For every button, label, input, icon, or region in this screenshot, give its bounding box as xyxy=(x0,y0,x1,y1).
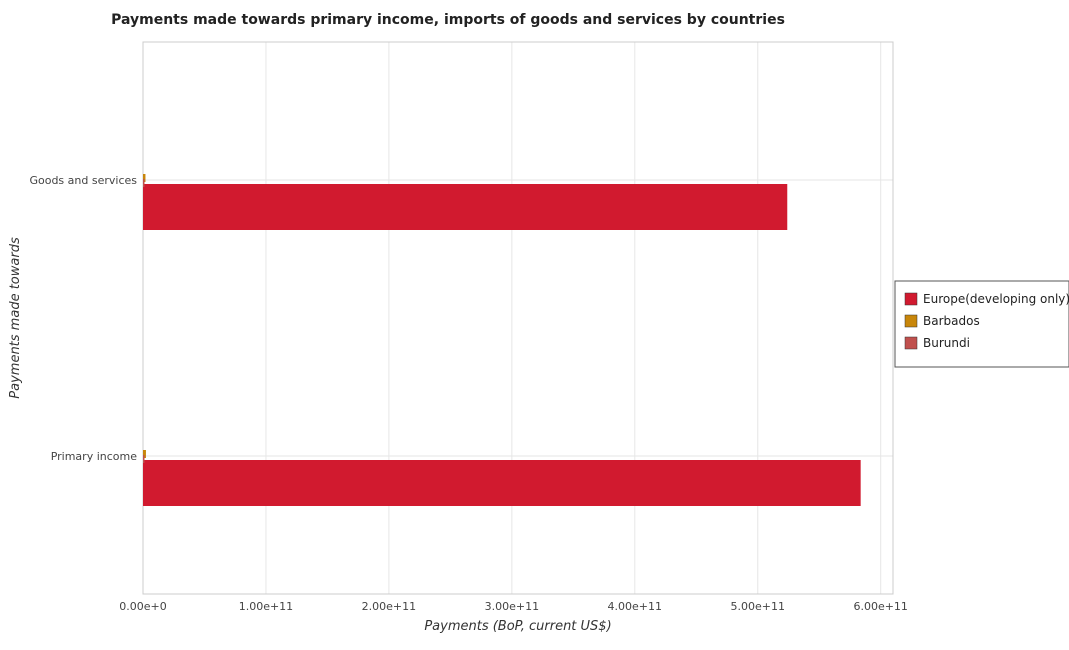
bar-barbados xyxy=(143,450,146,458)
x-ticks: 0.00e+0 1.00e+11 2.00e+11 3.00e+11 4.00e+11 5… xyxy=(119,600,908,613)
x-tick-label: 4.00e+11 xyxy=(608,600,662,613)
plot-area-frame xyxy=(142,41,894,595)
chart-title: Payments made towards primary income, im… xyxy=(111,12,785,28)
legend-label: Europe(developing only) xyxy=(923,292,1069,306)
x-tick-label: 6.00e+11 xyxy=(853,600,907,613)
y-tick-label: Goods and services xyxy=(29,174,137,187)
legend-label: Barbados xyxy=(923,314,980,328)
legend-swatch xyxy=(904,314,918,328)
bar-burundi xyxy=(143,179,145,187)
grid xyxy=(142,42,893,594)
y-axis-label: Payments made towards xyxy=(8,237,23,399)
x-tick-label: 2.00e+11 xyxy=(362,600,416,613)
legend-swatch xyxy=(904,336,918,350)
bar-barbados xyxy=(143,174,146,182)
legend-label: Burundi xyxy=(923,336,970,350)
x-tick-label: 3.00e+11 xyxy=(485,600,539,613)
legend-swatch xyxy=(904,292,918,306)
bar-europe xyxy=(143,184,788,230)
bar-burundi xyxy=(143,455,145,463)
x-tick-label: 1.00e+11 xyxy=(239,600,293,613)
bar-europe xyxy=(143,460,861,506)
legend: Europe(developing only) Barbados Burundi xyxy=(894,280,1069,368)
x-tick-label: 5.00e+11 xyxy=(731,600,785,613)
legend-box xyxy=(894,280,1069,368)
y-tick-label: Primary income xyxy=(51,450,138,463)
y-ticks: Goods and services Primary income xyxy=(29,174,137,463)
x-tick-label: 0.00e+0 xyxy=(119,600,166,613)
bars xyxy=(143,174,861,506)
x-axis-label: Payments (BoP, current US$) xyxy=(424,619,611,634)
